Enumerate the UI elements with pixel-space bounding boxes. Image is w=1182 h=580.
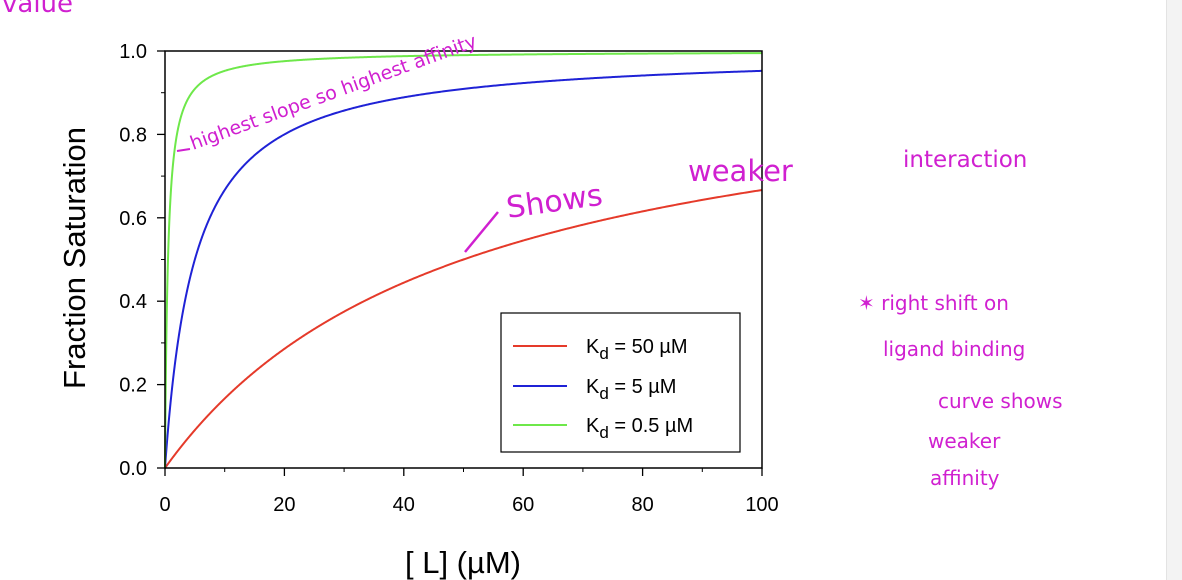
legend-label-2: Kd = 0.5 µM [586,415,693,442]
annotation-pointer-line [464,211,499,253]
series-line-1 [164,69,763,469]
legend-box [500,312,741,453]
annotation-right-shift-line5: affinity [930,466,1000,490]
annotation-shows: Shows [504,178,605,226]
annotation-dash-mark [176,148,191,152]
plot-layer [164,52,763,469]
annotation-interaction: interaction [903,147,1027,173]
axes-layer: 0 20 40 60 80 100 0.0 0.2 0.4 0.6 0.8 1.0 [119,41,779,516]
legend-label-0: Kd = 50 µM [586,336,688,363]
annotation-right-shift-line1: ✶ right shift on [858,291,1009,315]
x-tick-label: 0 [159,494,170,516]
x-tick-label: 100 [745,494,778,516]
x-axis-label: [ L] (µM) [405,545,521,580]
y-tick-label: 0.0 [119,458,147,480]
scrollbar[interactable] [1166,0,1182,580]
legend-label-1: Kd = 5 µM [586,376,676,403]
annotation-weaker: weaker [688,154,793,188]
legend: Kd = 50 µM Kd = 5 µM Kd = 0.5 µM [500,312,741,453]
x-tick-label: 40 [393,494,415,516]
y-tick-label: 0.6 [119,208,147,230]
annotation-right-shift-line3: curve shows [938,389,1063,413]
annotation-right-shift-line2: ligand binding [883,337,1025,361]
y-tick-label: 1.0 [119,41,147,63]
x-tick-label: 20 [273,494,295,516]
y-tick-label: 0.8 [119,124,147,146]
x-tick-label: 80 [631,494,653,516]
y-axis-label: Fraction Saturation [57,127,92,389]
series-line-2 [164,52,763,468]
y-tick-label: 0.4 [119,291,147,313]
x-tick-label: 60 [512,494,534,516]
y-tick-label: 0.2 [119,375,147,397]
annotation-right-shift-line4: weaker [928,429,1001,453]
series-line-0 [164,189,763,469]
annotation-top-fragment: value [2,0,73,19]
